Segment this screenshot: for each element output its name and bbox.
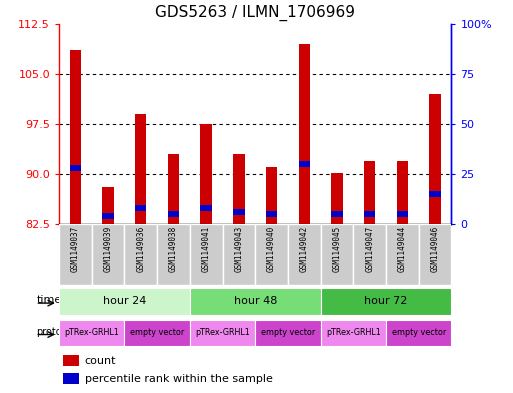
Text: percentile rank within the sample: percentile rank within the sample — [85, 374, 272, 384]
Text: empty vector: empty vector — [130, 328, 184, 337]
Bar — [102, 187, 114, 224]
Bar — [255, 320, 321, 346]
Text: pTRex-GRHL1: pTRex-GRHL1 — [326, 328, 381, 337]
Bar — [201, 124, 212, 224]
Bar — [168, 154, 179, 224]
Bar — [124, 224, 157, 285]
Bar — [70, 165, 81, 171]
Bar — [135, 205, 147, 211]
Bar — [168, 211, 179, 217]
Title: GDS5263 / ILMN_1706969: GDS5263 / ILMN_1706969 — [155, 5, 355, 21]
Bar — [190, 320, 255, 346]
Text: GSM1149037: GSM1149037 — [71, 226, 80, 272]
Bar — [321, 288, 451, 315]
Bar — [63, 355, 78, 366]
Bar — [102, 213, 114, 219]
Text: hour 24: hour 24 — [103, 296, 146, 306]
Bar — [201, 205, 212, 211]
Bar — [255, 224, 288, 285]
Bar — [223, 224, 255, 285]
Text: GSM1149047: GSM1149047 — [365, 226, 374, 272]
Text: GSM1149044: GSM1149044 — [398, 226, 407, 272]
Bar — [397, 160, 408, 224]
Bar — [190, 224, 223, 285]
Text: hour 48: hour 48 — [233, 296, 277, 306]
Bar — [353, 224, 386, 285]
Text: GSM1149043: GSM1149043 — [234, 226, 243, 272]
Bar — [59, 288, 190, 315]
Text: GSM1149046: GSM1149046 — [430, 226, 440, 272]
Bar — [70, 50, 81, 224]
Bar — [266, 211, 278, 217]
Text: count: count — [85, 356, 116, 366]
Bar — [266, 167, 278, 224]
Text: GSM1149038: GSM1149038 — [169, 226, 178, 272]
Bar — [429, 191, 441, 196]
Bar — [135, 114, 147, 224]
Bar — [331, 211, 343, 217]
Text: empty vector: empty vector — [261, 328, 315, 337]
Bar — [288, 224, 321, 285]
Bar — [331, 173, 343, 224]
Bar — [299, 161, 310, 167]
Text: empty vector: empty vector — [391, 328, 446, 337]
Bar — [429, 94, 441, 224]
Text: GSM1149040: GSM1149040 — [267, 226, 276, 272]
Bar — [233, 209, 245, 215]
Bar — [124, 320, 190, 346]
Bar — [397, 211, 408, 217]
Bar — [63, 373, 78, 384]
Bar — [59, 320, 124, 346]
Text: GSM1149041: GSM1149041 — [202, 226, 211, 272]
Bar — [299, 44, 310, 224]
Text: GSM1149045: GSM1149045 — [332, 226, 342, 272]
Bar — [321, 224, 353, 285]
Bar — [233, 154, 245, 224]
Text: time: time — [36, 295, 62, 305]
Bar — [190, 288, 321, 315]
Text: pTRex-GRHL1: pTRex-GRHL1 — [64, 328, 119, 337]
Text: pTRex-GRHL1: pTRex-GRHL1 — [195, 328, 250, 337]
Text: GSM1149036: GSM1149036 — [136, 226, 145, 272]
Bar — [157, 224, 190, 285]
Text: hour 72: hour 72 — [364, 296, 408, 306]
Text: GSM1149039: GSM1149039 — [104, 226, 112, 272]
Bar — [364, 160, 376, 224]
Text: protocol: protocol — [36, 327, 76, 336]
Bar — [321, 320, 386, 346]
Bar — [419, 224, 451, 285]
Bar — [364, 211, 376, 217]
Bar — [386, 320, 451, 346]
Text: GSM1149042: GSM1149042 — [300, 226, 309, 272]
Bar — [59, 224, 92, 285]
Bar — [92, 224, 125, 285]
Bar — [386, 224, 419, 285]
